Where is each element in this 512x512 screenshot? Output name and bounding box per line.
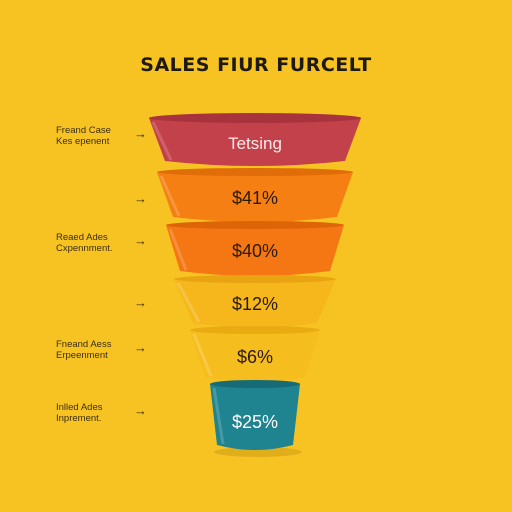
funnel-stage-label: $6% [237, 347, 273, 367]
funnel-stage-rim [157, 168, 353, 176]
funnel-stage-label: $41% [232, 188, 278, 208]
funnel-stage-body [190, 330, 320, 382]
funnel-stage-rim [210, 380, 300, 388]
funnel-stage-6: $25% [210, 380, 300, 450]
funnel-stage-rim [190, 326, 320, 334]
funnel-stage-1: Tetsing [149, 113, 361, 166]
arrow-right-icon: → [134, 233, 147, 248]
page-title: SALES FIUR FURCELT [140, 54, 372, 76]
funnel-stage-body [174, 279, 336, 328]
funnel-stage-body [210, 384, 300, 450]
side-label-1: Freand Case Kes epenent [56, 125, 111, 147]
funnel-stage-rim [166, 221, 344, 229]
funnel-stage-body [157, 172, 353, 222]
side-label-5: Fneand Aess Erpeenment [56, 339, 112, 361]
side-label-3: Reaed Ades Cxpennment. [56, 232, 113, 254]
funnel-stage-4: $12% [174, 275, 336, 328]
arrow-right-icon: → [134, 403, 147, 418]
funnel-stage-label: Tetsing [228, 134, 282, 153]
arrow-right-icon: → [134, 126, 147, 141]
arrow-right-icon: → [134, 295, 147, 310]
funnel-shadow [214, 447, 302, 457]
funnel-stage-body [149, 118, 361, 166]
funnel-stage-rim [174, 275, 336, 283]
funnel-stage-label: $25% [232, 412, 278, 432]
funnel-stage-rim [149, 113, 361, 123]
funnel-stage-3: $40% [166, 221, 344, 276]
funnel-stage-highlight [151, 121, 173, 161]
funnel-stage-highlight [159, 175, 181, 217]
funnel-stage-label: $40% [232, 241, 278, 261]
funnel-stage-body [166, 225, 344, 276]
funnel-stage-5: $6% [190, 326, 320, 382]
arrow-right-icon: → [134, 340, 147, 355]
funnel-stage-highlight [212, 387, 225, 445]
arrow-right-icon: → [134, 191, 147, 206]
funnel-stage-highlight [176, 282, 201, 323]
funnel-stage-label: $12% [232, 294, 278, 314]
funnel-stage-2: $41% [157, 168, 353, 222]
funnel-stage-highlight [168, 228, 188, 271]
side-label-6: Inlled Ades Inprement. [56, 402, 103, 424]
funnel-stage-highlight [192, 333, 213, 377]
